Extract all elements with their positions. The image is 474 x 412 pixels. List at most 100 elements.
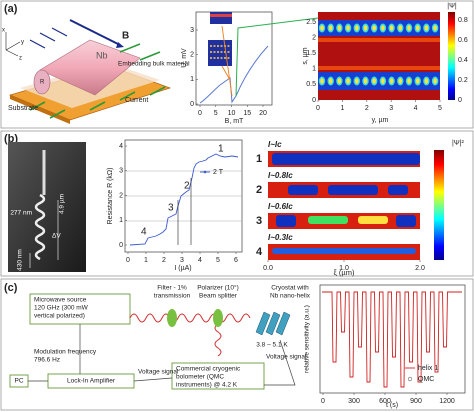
x-tick-label: 5 <box>216 257 220 264</box>
y-tick-label: 3 <box>190 27 194 34</box>
vortex <box>407 25 411 31</box>
x-tick-label: 1 <box>144 257 148 264</box>
x-tick-label: 20 <box>259 110 267 117</box>
x-tick-label: 5 <box>438 105 442 112</box>
y-axis-label: relative sensitivity (a.u.) <box>304 305 311 373</box>
y-tick-label: 1.5 <box>306 50 316 57</box>
y-tick-label: 1 <box>190 76 194 83</box>
plot-frame <box>319 284 466 394</box>
legend-marker <box>407 376 413 382</box>
arrow <box>235 17 319 97</box>
y-tick-label: 0 <box>119 242 123 249</box>
block-diagram <box>9 293 296 390</box>
strip-patch <box>328 185 378 195</box>
vortex <box>415 78 420 84</box>
x-tick-label: 0.0 <box>263 265 273 272</box>
image-label: 430 nm <box>17 249 24 271</box>
y-tick-label: 0.5 <box>306 81 316 88</box>
curve <box>129 153 239 246</box>
x-tick-label: 0 <box>126 257 130 264</box>
diagram-text: Filter - 1% <box>157 285 187 292</box>
strip-patch <box>358 216 388 224</box>
strips <box>268 151 420 260</box>
diagram-text: Voltage signal <box>266 354 307 361</box>
schematic <box>5 19 172 124</box>
step-label: 3 <box>168 203 174 214</box>
colorbar <box>448 12 455 100</box>
row-label: I~0.6Ic <box>268 202 293 211</box>
vortex <box>355 78 359 84</box>
arrow <box>177 178 192 245</box>
x-tick-label: 5 <box>214 110 218 117</box>
vortex <box>328 25 333 31</box>
row-label: I~0.8Ic <box>268 171 293 180</box>
strip-patch <box>388 185 408 195</box>
strip-patch <box>308 216 348 224</box>
y-tick-label: 0 <box>190 101 194 108</box>
y-tick-label: 1 <box>119 217 123 224</box>
vortex <box>415 25 420 31</box>
vortex <box>381 78 385 84</box>
panel-b-border <box>0 130 474 277</box>
vortex <box>398 25 403 31</box>
image-label: 4.9 µm <box>59 194 66 214</box>
plot-frame <box>195 11 273 106</box>
y-tick-label: 3 <box>119 168 123 175</box>
panel-label: (a) <box>4 3 18 15</box>
x-axis-label: ξ (µm) <box>333 268 355 277</box>
colorbar-label: |Ψ|² <box>452 140 464 147</box>
diagram-text: 3.8 – 5.1 K <box>256 342 288 349</box>
y-tick-label: 4 <box>119 143 123 150</box>
row-number: 3 <box>256 215 262 227</box>
x-tick-label: 3 <box>389 105 393 112</box>
x-tick-label: 0 <box>198 110 202 117</box>
x-tick-label: 600 <box>379 398 391 405</box>
panel-c-border <box>0 278 474 411</box>
x-axis-label: I (µA) <box>174 265 191 272</box>
legend-marker <box>203 170 207 174</box>
helix <box>34 193 46 261</box>
x-tick-label: 0 <box>321 398 325 405</box>
vortex <box>337 78 342 84</box>
vortex <box>363 78 368 84</box>
x-tick-label: 10 <box>228 110 236 117</box>
radius-label: R <box>40 80 45 86</box>
vortices <box>318 23 439 86</box>
diagram-text: Voltage signal <box>138 369 179 376</box>
y-tick-label: 2.5 <box>306 19 316 26</box>
y-tick-label: 2 <box>119 192 123 199</box>
axis-label: y <box>21 40 24 46</box>
vortex <box>424 78 429 84</box>
diagram-text: transmission <box>154 293 191 300</box>
x-tick-label: 0 <box>316 105 320 112</box>
diagram-text: 796.6 Hz <box>34 357 60 364</box>
x-tick-label: 900 <box>410 398 422 405</box>
x-tick-label: 1200 <box>439 398 455 405</box>
inset <box>208 40 232 66</box>
axis-label: z <box>19 56 22 62</box>
vortex <box>407 78 411 84</box>
vortex <box>328 78 333 84</box>
step-label: 2 <box>184 181 190 192</box>
heatmap-band <box>318 66 440 70</box>
vortex <box>337 25 342 31</box>
x-tick-label: 4 <box>414 105 418 112</box>
x-axis-label: y, µm <box>372 117 389 124</box>
diagram-text: Lock-In Amplifier <box>67 378 116 385</box>
diagram-text: Beam splitter <box>199 293 238 300</box>
vortex <box>355 25 359 31</box>
axis-label: x <box>2 28 5 34</box>
diagram-text: vertical polarized) <box>34 313 85 320</box>
image-label: ΔV <box>52 233 61 240</box>
vortex <box>398 78 403 84</box>
diagram-text: Nb nano-helix <box>270 293 311 300</box>
diagram-text: PC <box>14 378 23 385</box>
vortex <box>433 25 437 31</box>
current-label: Current <box>125 97 148 104</box>
vortex <box>320 78 324 84</box>
vortex <box>346 78 350 84</box>
inset <box>210 12 232 24</box>
x-tick-label: 6 <box>234 257 238 264</box>
